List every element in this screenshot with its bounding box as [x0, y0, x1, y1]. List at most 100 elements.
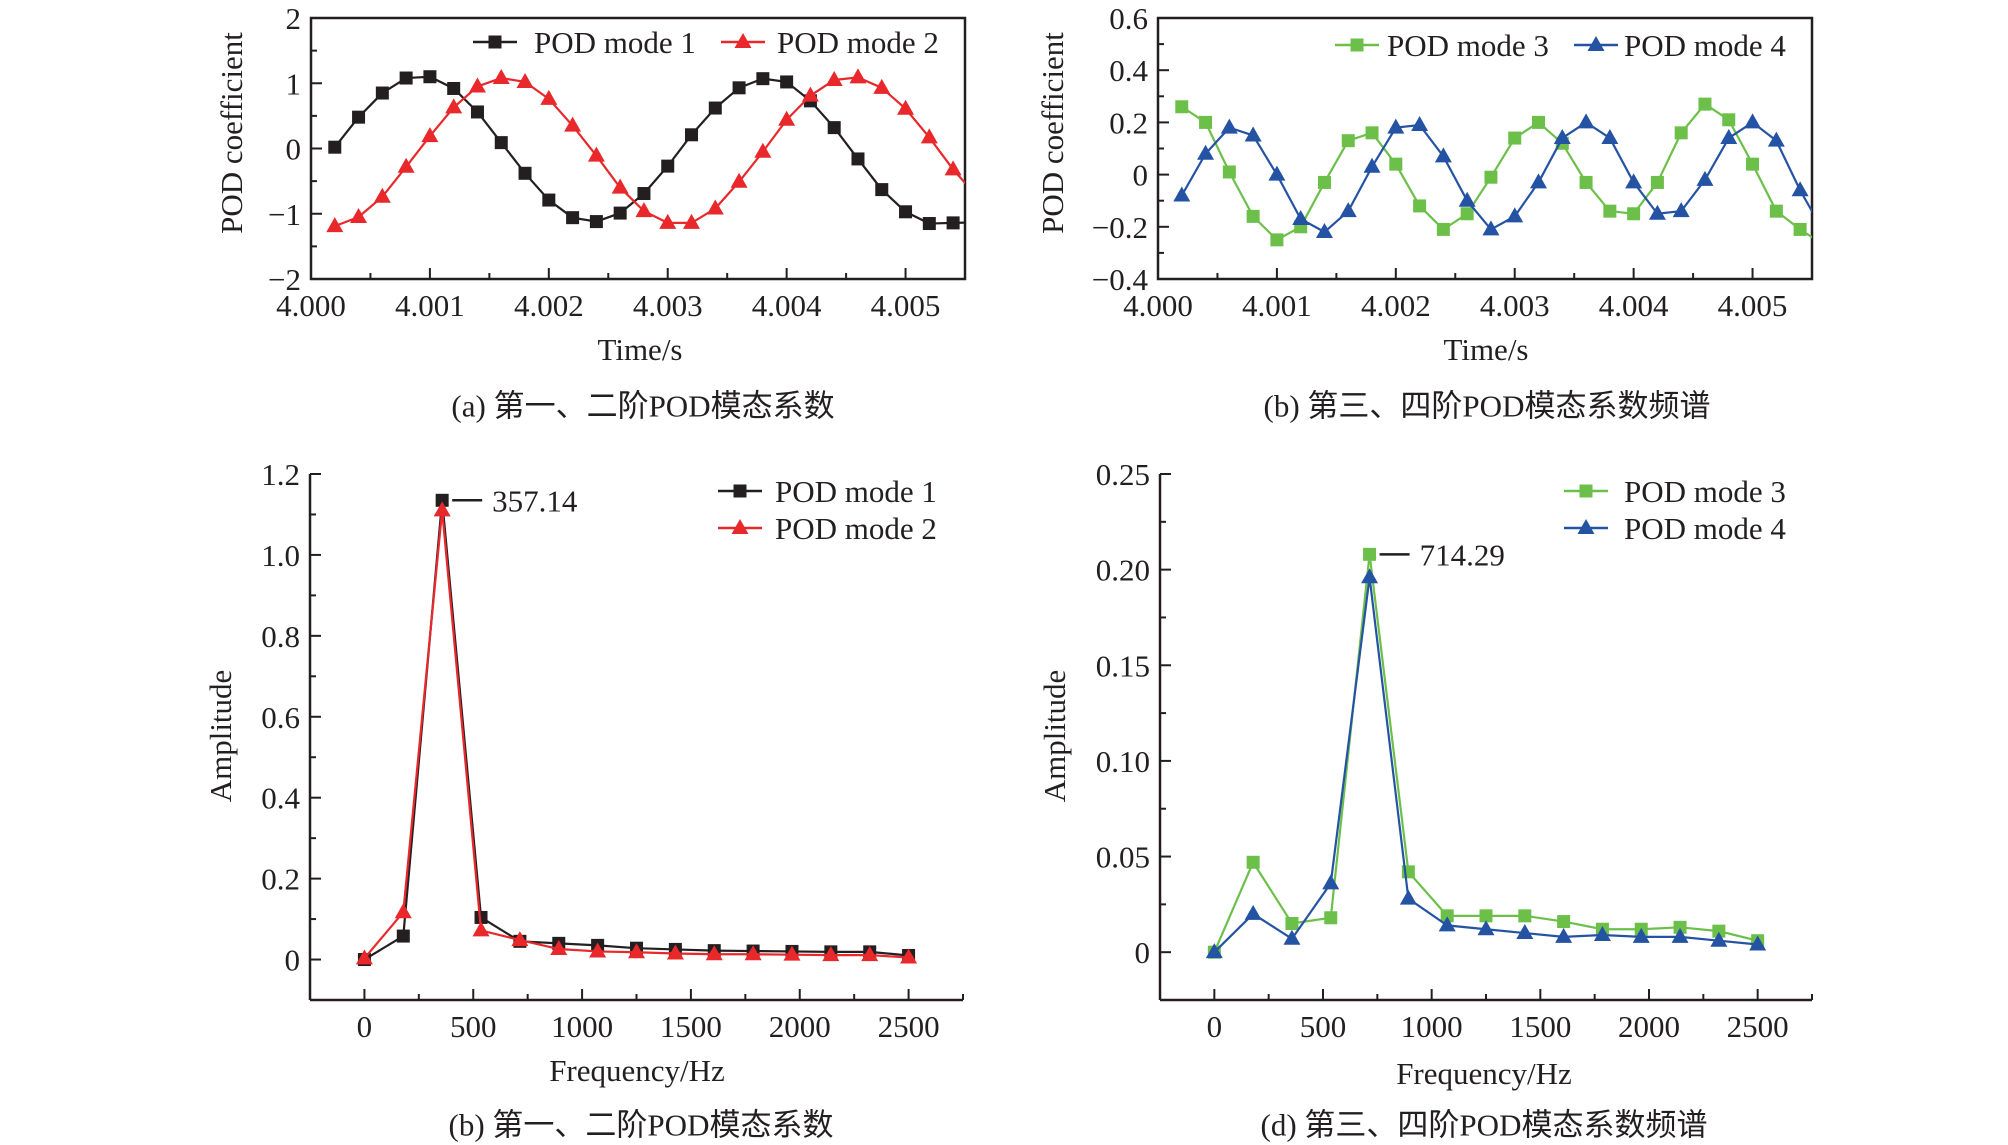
y-tick-label: 0 — [1133, 158, 1149, 193]
x-tick-label: 4.004 — [752, 288, 822, 323]
data-point — [1627, 207, 1641, 221]
y-tick-label: 0.20 — [1096, 553, 1150, 588]
y-tick-label: 1.0 — [261, 538, 300, 573]
y-tick-label: 0 — [286, 132, 302, 167]
plot-series-group — [355, 493, 918, 967]
data-point — [1749, 935, 1767, 951]
legend-item: POD mode 4 — [1564, 511, 1786, 546]
data-point — [423, 70, 437, 84]
data-point — [1744, 113, 1762, 129]
data-point — [1197, 144, 1215, 160]
legend-item: POD mode 3 — [1564, 474, 1786, 509]
data-point — [474, 910, 488, 924]
legend-item: POD mode 2 — [721, 25, 939, 60]
data-point — [1712, 924, 1726, 938]
legend-marker-triangle-icon — [1587, 36, 1605, 51]
data-point — [542, 193, 556, 207]
x-tick-label: 1000 — [551, 1009, 613, 1044]
data-point — [1484, 170, 1498, 184]
y-axis-title: Amplitude — [1037, 670, 1072, 803]
y-tick-label: 0 — [285, 943, 301, 978]
data-point — [1696, 170, 1714, 186]
legend-marker-square-icon — [733, 484, 747, 498]
legend-label: POD mode 1 — [775, 474, 937, 509]
x-tick-label: 500 — [450, 1009, 497, 1044]
data-point — [946, 216, 960, 230]
data-point — [1674, 126, 1688, 140]
data-point — [1246, 209, 1260, 223]
data-point — [873, 78, 891, 94]
data-point — [1553, 129, 1571, 145]
data-point — [744, 945, 762, 961]
legend-marker-triangle-icon — [731, 519, 749, 534]
data-point — [861, 946, 879, 962]
data-point — [1698, 97, 1712, 111]
data-point — [1710, 931, 1728, 947]
data-point — [1555, 927, 1573, 943]
data-point — [540, 89, 558, 105]
data-point — [1672, 202, 1690, 218]
x-axis-title: Time/s — [1443, 332, 1528, 367]
data-point — [1411, 116, 1429, 132]
data-point — [920, 128, 938, 144]
series-line-pod-mode-4 — [1213, 577, 1758, 953]
data-point — [827, 121, 841, 135]
data-point — [1530, 173, 1548, 189]
data-point — [516, 72, 534, 88]
x-tick-label: 4.001 — [1242, 288, 1312, 323]
data-point — [683, 213, 701, 229]
data-point — [1175, 100, 1189, 114]
series-line-pod-mode-4 — [1180, 121, 1812, 234]
data-point — [1722, 113, 1736, 127]
data-point — [637, 187, 651, 201]
data-point — [433, 501, 451, 517]
data-point — [589, 942, 607, 958]
chart-panel-3: 0 500 1000 1500 2000 2500 0 0.05 0.10 0.15 0.20 0.2… — [1037, 457, 1813, 1091]
data-point — [706, 199, 724, 215]
caption-a: (a) 第一、二阶POD模态系数 — [451, 388, 835, 424]
data-point — [1793, 222, 1807, 236]
data-point — [661, 159, 675, 173]
y-axis-title: POD coefficient — [214, 32, 249, 234]
data-point — [1648, 204, 1666, 220]
y-tick-label: 0.2 — [261, 862, 300, 897]
x-axis-title: Frequency/Hz — [549, 1053, 725, 1088]
data-point — [566, 211, 580, 225]
data-point — [1283, 929, 1301, 945]
data-point — [447, 81, 461, 95]
y-axis-title: POD coefficient — [1035, 32, 1070, 234]
data-point — [611, 178, 629, 194]
x-tick-label: 4.003 — [633, 288, 703, 323]
data-point — [518, 166, 532, 180]
y-tick-label: 1 — [286, 66, 302, 101]
legend-item: POD mode 3 — [1335, 28, 1549, 63]
data-point — [922, 217, 936, 231]
data-point — [756, 72, 770, 86]
data-point — [778, 110, 796, 126]
series-line-pod-mode-2 — [334, 76, 965, 228]
legend-label: POD mode 2 — [775, 511, 937, 546]
legend-item: POD mode 2 — [718, 511, 937, 546]
plot-series-group — [1173, 97, 1812, 247]
data-point — [1508, 131, 1522, 145]
data-point — [1671, 927, 1689, 943]
data-point — [399, 71, 413, 85]
x-tick-label: 2000 — [1618, 1009, 1680, 1044]
data-point — [1387, 118, 1405, 134]
data-point — [1413, 199, 1427, 213]
data-point — [1673, 920, 1687, 934]
y-tick-label: 0.25 — [1096, 457, 1150, 492]
legend-marker-square-icon — [1579, 484, 1593, 498]
data-point — [397, 157, 415, 173]
x-tick-label: 1500 — [660, 1009, 722, 1044]
data-point — [589, 215, 603, 229]
data-point — [708, 101, 722, 115]
caption-b: (b) 第三、四阶POD模态系数频谱 — [1263, 388, 1711, 424]
data-point — [394, 903, 412, 919]
data-point — [435, 493, 449, 507]
data-point — [1270, 233, 1284, 247]
data-point — [822, 946, 840, 962]
data-point — [1482, 220, 1500, 236]
data-point — [705, 945, 723, 961]
